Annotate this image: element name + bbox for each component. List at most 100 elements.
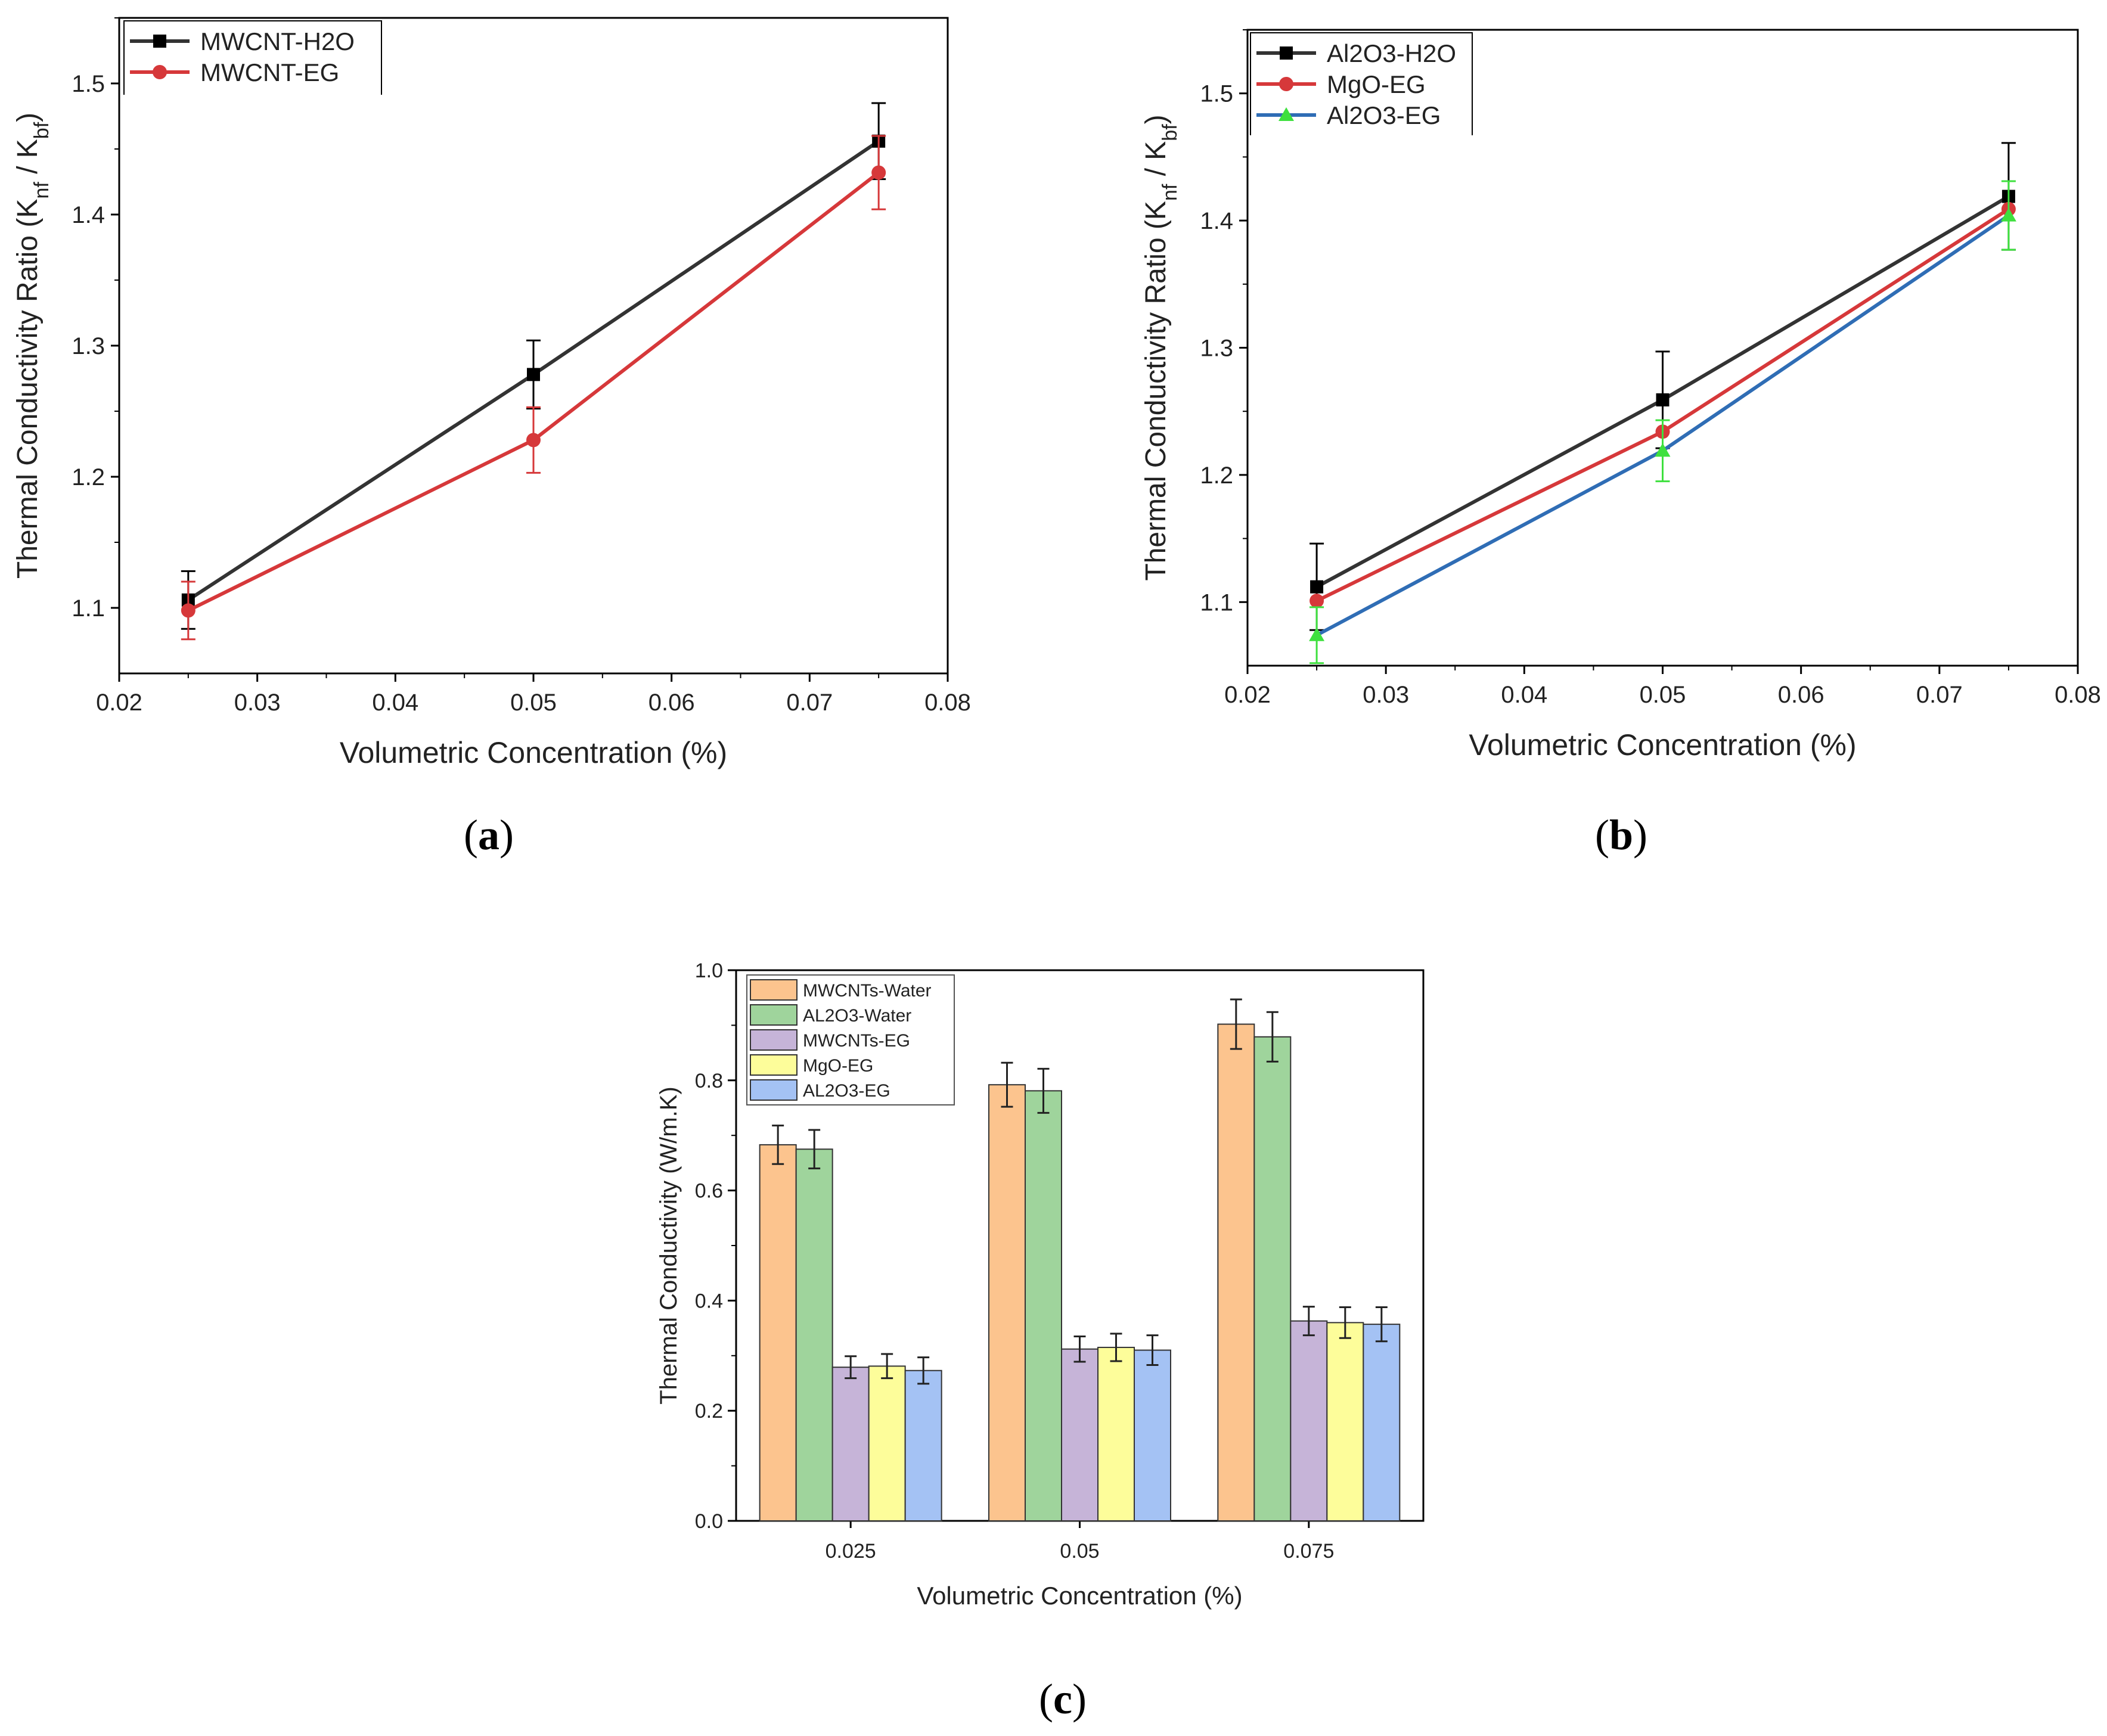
- chart-c-ytick-label: 0.4: [695, 1290, 723, 1312]
- chart-a-y-axis-label-sub-bf: bf: [30, 122, 53, 139]
- chart-a-xtick-label: 0.03: [234, 690, 281, 716]
- chart-a-y-axis-label-mid: / K: [12, 139, 44, 182]
- chart-c-bar-2-1: [1061, 1348, 1099, 1521]
- chart-a-ytick-label: 1.2: [72, 464, 105, 490]
- panel-label-b-close: ): [1633, 811, 1647, 859]
- chart-c-ytick-label: 0.8: [695, 1070, 723, 1092]
- chart-c-legend-label: AL2O3-EG: [803, 1081, 890, 1101]
- chart-b-series-2-point: [1655, 443, 1671, 457]
- chart-b-series-2: [1309, 180, 2016, 664]
- chart-a-y-axis-label-sub-nf: nf: [30, 182, 53, 199]
- chart-b-xtick-label: 0.04: [1501, 682, 1547, 708]
- chart-a-xtick-label: 0.02: [96, 690, 142, 716]
- chart-b-y-axis-label: Thermal Conductivity Ratio (Knf / Kbf): [1140, 114, 1181, 580]
- chart-a-series-1-point: [181, 603, 196, 618]
- chart-b-xtick-label: 0.05: [1640, 682, 1686, 708]
- panel-label-c-letter: c: [1053, 1675, 1072, 1723]
- panel-label-a-letter: a: [478, 811, 499, 859]
- chart-c-bar-3-0: [868, 1365, 906, 1521]
- chart-a-legend-border: [123, 20, 382, 95]
- chart-a: 0.02 0.03 0.04 0.05 0.06 0.07 0.08 1.1 1.2 1.3 1.4…: [12, 17, 971, 859]
- chart-c-bar-4-2: [1363, 1324, 1401, 1522]
- chart-b-ytick-label: 1.5: [1200, 81, 1233, 107]
- chart-a-xtick-label: 0.05: [510, 690, 557, 716]
- chart-a-y-axis-label-end: ): [12, 113, 44, 122]
- chart-c-x-axis-label: Volumetric Concentration (%): [917, 1582, 1242, 1610]
- chart-c-xtick-label: 0.025: [826, 1540, 876, 1563]
- chart-a-xtick-label: 0.06: [648, 690, 695, 716]
- chart-c-legend-label: MWCNTs-Water: [803, 981, 932, 1001]
- panel-label-c-open: (: [1039, 1675, 1053, 1723]
- chart-c-bar-3-2: [1326, 1322, 1364, 1522]
- chart-b-series-2-point: [1309, 627, 1325, 641]
- chart-a-legend-swatch-marker: [153, 35, 166, 48]
- chart-c-legend-label: MWCNTs-EG: [803, 1031, 910, 1051]
- panel-label-a-close: ): [499, 811, 514, 859]
- panel-label-c-close: ): [1072, 1675, 1087, 1723]
- panel-label-c: (c): [1039, 1675, 1087, 1723]
- chart-c-bar-1-2: [1253, 1036, 1292, 1521]
- chart-a-y-axis-label-main: Thermal Conductivity Ratio (K: [12, 199, 44, 579]
- chart-a-legend-swatch-marker: [153, 65, 167, 79]
- chart-b-ytick-label: 1.4: [1200, 208, 1233, 234]
- chart-b-legend-border: [1250, 32, 1473, 135]
- chart-b-legend-swatch-marker: [1279, 77, 1293, 91]
- chart-a-ytick-label: 1.1: [72, 595, 105, 622]
- chart-c-bar-4-0: [904, 1369, 942, 1522]
- chart-c-bar-0-0: [759, 1144, 797, 1521]
- chart-b-ytick-label: 1.3: [1200, 336, 1233, 362]
- chart-c-legend-label: MgO-EG: [803, 1056, 873, 1076]
- chart-a-xtick-label: 0.04: [372, 690, 418, 716]
- chart-b-legend-label: Al2O3-H2O: [1327, 39, 1456, 67]
- chart-c-legend: MWCNTs-Water AL2O3-Water MWCNTs-EG MgO-EG AL…: [746, 974, 955, 1105]
- chart-a-legend-label: MWCNT-EG: [200, 58, 339, 86]
- chart-a-xtick-label: 0.07: [786, 690, 833, 716]
- chart-b-y-axis-label-sub-nf: nf: [1159, 184, 1181, 201]
- chart-c-bar-0-1: [988, 1084, 1026, 1521]
- chart-c-bar-3-1: [1097, 1346, 1135, 1521]
- chart-a-series-0: [181, 102, 886, 630]
- chart-a-legend: MWCNT-H2O MWCNT-EG: [123, 20, 382, 95]
- chart-a-ytick-label: 1.3: [72, 333, 105, 359]
- chart-c-bar-1-1: [1025, 1090, 1062, 1521]
- chart-c-xtick-label: 0.075: [1283, 1540, 1334, 1563]
- chart-c-bar-0-2: [1217, 1023, 1255, 1521]
- chart-c: 0.0 0.2 0.4 0.6 0.8 1.0 0.025 0.05 0.075 Volumetr…: [656, 959, 1425, 1723]
- chart-b-series-0-point: [1310, 580, 1324, 594]
- chart-b-series-1-point: [1309, 594, 1324, 608]
- chart-a-series-1-point: [871, 165, 886, 180]
- chart-b-xtick-label: 0.08: [2055, 682, 2101, 708]
- chart-c-legend-swatch: [750, 1004, 798, 1026]
- panel-label-a: (a): [464, 811, 514, 859]
- chart-c-ytick-label: 0.6: [695, 1180, 723, 1203]
- chart-a-xtick-label: 0.08: [924, 690, 971, 716]
- chart-b-series-0-point: [1656, 393, 1670, 406]
- chart-b-ytick-label: 1.1: [1200, 589, 1233, 616]
- chart-b-x-axis-label: Volumetric Concentration (%): [1469, 728, 1856, 762]
- chart-b-xtick-label: 0.07: [1916, 682, 1963, 708]
- chart-a-ytick-label: 1.4: [72, 202, 105, 228]
- chart-a-series-0-point: [527, 368, 540, 381]
- chart-b: 0.02 0.03 0.04 0.05 0.06 0.07 0.08 1.1 1.2 1.3 1.4…: [1140, 29, 2101, 859]
- chart-b-ytick-label: 1.2: [1200, 462, 1233, 489]
- panel-label-a-open: (: [464, 811, 478, 859]
- chart-b-legend-label: Al2O3-EG: [1327, 101, 1441, 129]
- panel-label-b: (b): [1595, 811, 1647, 859]
- chart-c-legend-swatch: [750, 1029, 798, 1051]
- chart-c-legend-swatch: [750, 1054, 798, 1076]
- chart-b-legend-swatch-marker: [1279, 107, 1294, 121]
- chart-c-y-axis-label: Thermal Conductivity (W/m.K): [656, 1086, 682, 1404]
- chart-c-bar-2-2: [1290, 1320, 1328, 1521]
- chart-b-legend-label: MgO-EG: [1327, 70, 1426, 98]
- chart-b-legend: Al2O3-H2O MgO-EG Al2O3-EG: [1250, 32, 1473, 135]
- chart-c-ytick-label: 0.2: [695, 1400, 723, 1423]
- chart-a-series-1: [181, 135, 886, 641]
- panel-label-b-open: (: [1595, 811, 1609, 859]
- chart-b-y-axis-label-end: ): [1140, 114, 1172, 124]
- chart-b-legend-swatch-marker: [1280, 46, 1293, 60]
- chart-c-bar-2-0: [831, 1367, 870, 1522]
- chart-b-series-0: [1309, 142, 2016, 631]
- chart-b-xtick-label: 0.06: [1778, 682, 1824, 708]
